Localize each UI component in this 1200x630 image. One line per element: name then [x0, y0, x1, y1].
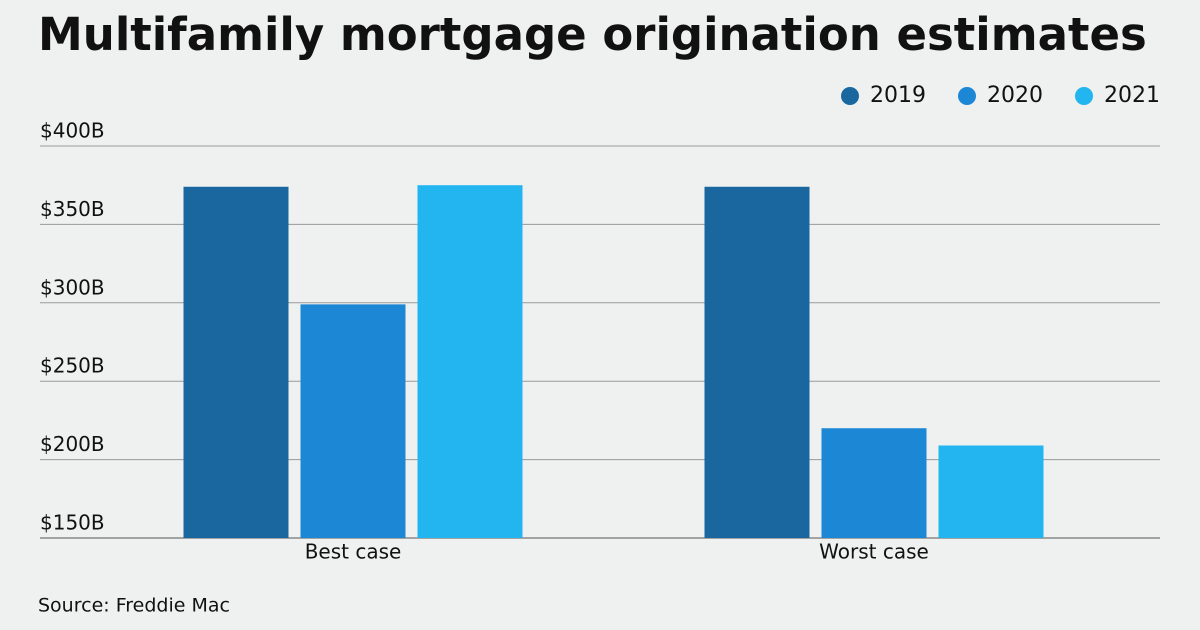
y-tick-label: $350B	[40, 197, 105, 221]
bar	[704, 186, 810, 538]
y-tick-label: $400B	[40, 119, 105, 143]
bar	[938, 445, 1044, 538]
legend-marker	[958, 87, 976, 105]
bar	[821, 428, 927, 538]
source: Source: Freddie Mac	[38, 595, 230, 617]
x-tick-label: Best case	[305, 540, 402, 564]
y-tick-label: $150B	[40, 511, 105, 535]
legend-marker	[1075, 87, 1093, 105]
legend-label: 2019	[870, 83, 926, 108]
x-tick-label: Worst case	[819, 540, 929, 564]
bar	[300, 304, 406, 538]
bar	[417, 185, 523, 538]
bar	[183, 186, 289, 538]
y-tick-label: $300B	[40, 275, 105, 299]
legend-label: 2021	[1104, 83, 1160, 108]
y-tick-label: $250B	[40, 354, 105, 378]
legend-label: 2020	[987, 83, 1043, 108]
legend-marker	[841, 87, 859, 105]
y-tick-label: $200B	[40, 432, 105, 456]
chart-title: Multifamily mortgage origination estimat…	[38, 8, 1147, 61]
